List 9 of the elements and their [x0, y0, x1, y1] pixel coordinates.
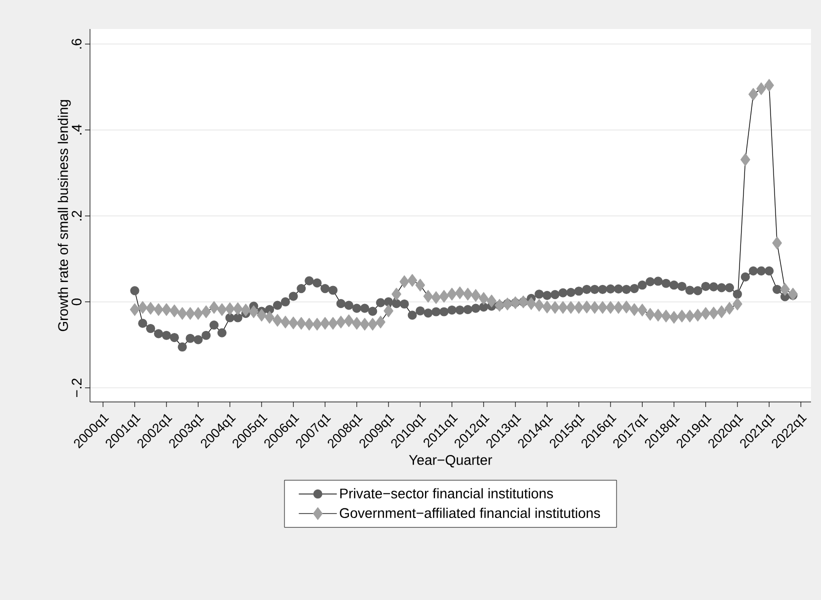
y-tick-label: .6	[72, 38, 82, 49]
x-axis-title: Year−Quarter	[409, 455, 492, 468]
y-axis-title: Growth rate of small business lending	[58, 100, 71, 332]
legend-label: Private−sector financial institutions	[340, 488, 553, 498]
y-tick-label: .2	[72, 210, 82, 220]
legend-label: Government−affiliated financial institutions	[340, 508, 600, 518]
y-tick-label: .4	[72, 124, 82, 135]
y-tick-label: −.2	[72, 378, 82, 398]
y-tick-label: 0	[72, 298, 82, 306]
